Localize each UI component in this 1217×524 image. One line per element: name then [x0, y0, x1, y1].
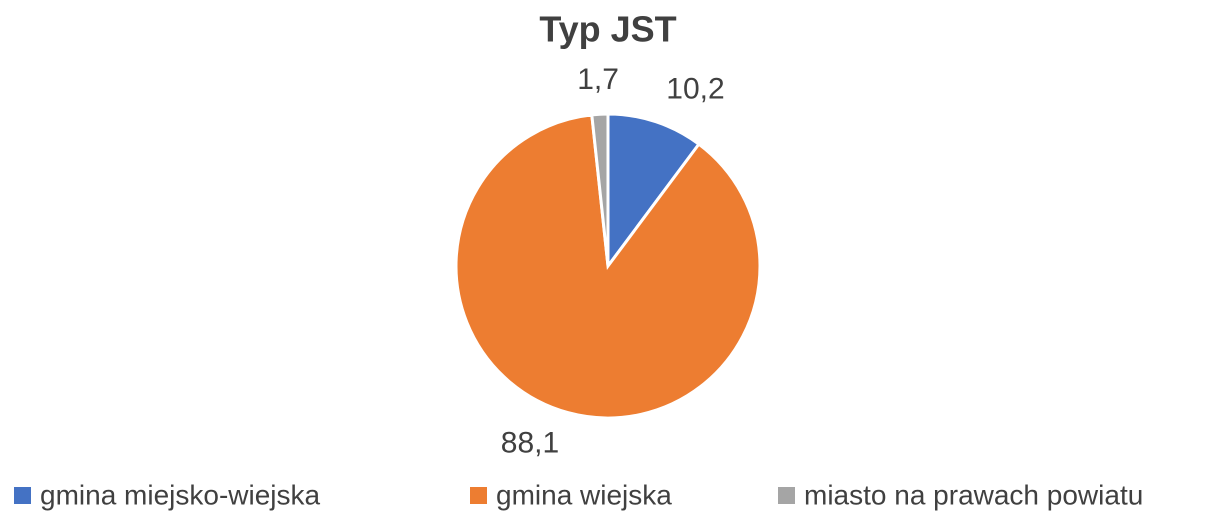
pie-slice: [606, 112, 701, 271]
data-label: 1,7: [577, 63, 619, 96]
legend-label: gmina wiejska: [496, 479, 672, 510]
pie-slice: [454, 113, 762, 420]
legend-swatch: [470, 487, 487, 504]
legend-label: miasto na prawach powiatu: [804, 479, 1143, 510]
legend-swatch: [778, 487, 795, 504]
data-label: 88,1: [501, 426, 559, 459]
legend-swatch: [14, 487, 31, 504]
chart-title: Typ JST: [539, 9, 676, 50]
pie-slice: [590, 112, 610, 267]
data-label: 10,2: [666, 72, 724, 105]
legend-label: gmina miejsko-wiejska: [40, 479, 321, 510]
